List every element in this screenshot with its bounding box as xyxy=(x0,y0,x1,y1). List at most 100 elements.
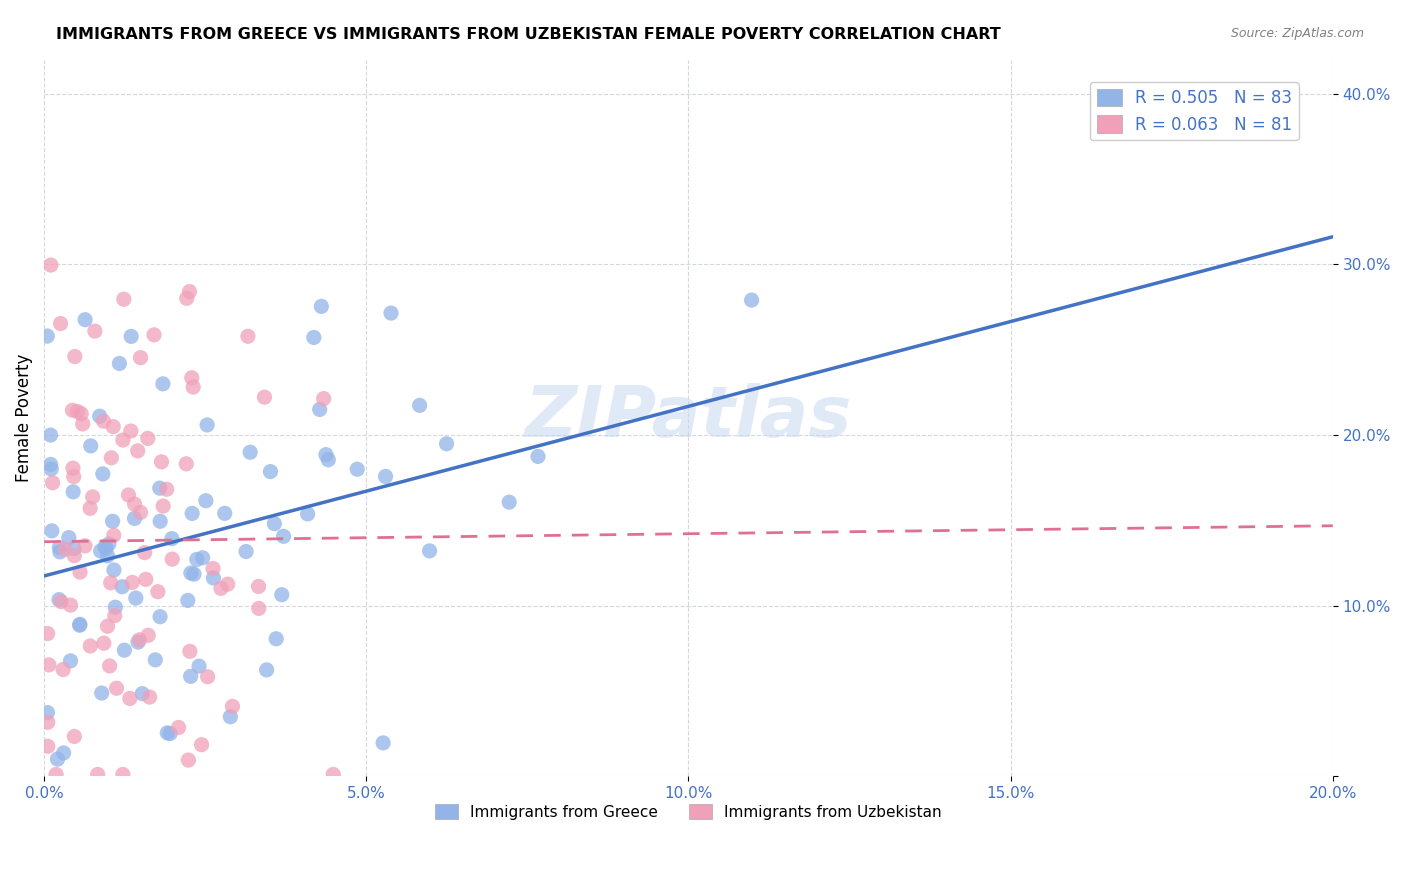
Point xyxy=(152,376,174,391)
Point xyxy=(219,710,242,724)
Point xyxy=(39,428,62,442)
Point xyxy=(62,461,84,475)
Point xyxy=(131,687,153,701)
Point xyxy=(312,392,335,406)
Point xyxy=(70,407,93,421)
Point xyxy=(62,403,84,417)
Point xyxy=(39,258,62,272)
Point xyxy=(63,549,86,563)
Point xyxy=(49,317,72,331)
Point xyxy=(181,507,204,521)
Point xyxy=(79,639,101,653)
Point xyxy=(143,327,166,342)
Point xyxy=(741,293,763,307)
Point xyxy=(143,653,166,667)
Point xyxy=(214,507,236,521)
Point xyxy=(37,626,59,640)
Point xyxy=(111,767,134,781)
Point xyxy=(150,455,173,469)
Text: Source: ZipAtlas.com: Source: ZipAtlas.com xyxy=(1230,27,1364,40)
Point xyxy=(93,414,115,428)
Point xyxy=(190,738,212,752)
Point xyxy=(38,657,60,672)
Point xyxy=(135,572,157,586)
Point xyxy=(177,753,200,767)
Point xyxy=(263,516,285,531)
Point xyxy=(86,767,108,781)
Point xyxy=(41,475,63,490)
Point xyxy=(180,669,202,683)
Point xyxy=(37,706,59,720)
Point xyxy=(73,539,96,553)
Point xyxy=(96,549,118,563)
Point xyxy=(264,632,287,646)
Point xyxy=(118,691,141,706)
Point xyxy=(96,619,118,633)
Point xyxy=(120,329,142,343)
Point xyxy=(167,721,190,735)
Point xyxy=(37,715,59,730)
Point xyxy=(112,292,135,306)
Point xyxy=(197,670,219,684)
Point xyxy=(149,514,172,528)
Point xyxy=(69,618,91,632)
Point xyxy=(59,598,82,612)
Point xyxy=(124,511,146,525)
Point xyxy=(121,575,143,590)
Point xyxy=(111,580,134,594)
Point xyxy=(209,582,232,596)
Point xyxy=(436,437,458,451)
Point xyxy=(156,482,179,496)
Point xyxy=(195,417,218,432)
Point xyxy=(125,591,148,605)
Point xyxy=(48,541,70,555)
Point xyxy=(315,448,337,462)
Point xyxy=(103,563,125,577)
Point xyxy=(48,592,70,607)
Point xyxy=(58,531,80,545)
Point xyxy=(80,439,103,453)
Point xyxy=(221,699,243,714)
Point xyxy=(90,544,112,558)
Point xyxy=(146,584,169,599)
Point xyxy=(120,424,142,438)
Point xyxy=(273,529,295,543)
Point xyxy=(127,443,149,458)
Point xyxy=(82,490,104,504)
Point xyxy=(217,577,239,591)
Point xyxy=(371,736,394,750)
Point xyxy=(69,565,91,579)
Point xyxy=(202,561,225,575)
Point xyxy=(183,567,205,582)
Point xyxy=(98,659,121,673)
Point xyxy=(239,445,262,459)
Text: ZIPatlas: ZIPatlas xyxy=(524,384,852,452)
Point xyxy=(63,541,86,556)
Point xyxy=(179,644,201,658)
Point xyxy=(527,450,550,464)
Point xyxy=(253,390,276,404)
Point xyxy=(149,609,172,624)
Point xyxy=(97,537,120,551)
Point xyxy=(105,681,128,696)
Point xyxy=(256,663,278,677)
Point xyxy=(498,495,520,509)
Point xyxy=(177,593,200,607)
Point xyxy=(127,635,149,649)
Point xyxy=(302,330,325,344)
Text: IMMIGRANTS FROM GREECE VS IMMIGRANTS FROM UZBEKISTAN FEMALE POVERTY CORRELATION : IMMIGRANTS FROM GREECE VS IMMIGRANTS FRO… xyxy=(56,27,1001,42)
Point xyxy=(129,351,152,365)
Point xyxy=(316,452,339,467)
Point xyxy=(308,402,330,417)
Point xyxy=(194,493,217,508)
Point xyxy=(83,324,105,338)
Point xyxy=(37,739,59,754)
Point xyxy=(52,746,75,760)
Point xyxy=(111,433,134,447)
Point xyxy=(419,544,441,558)
Point xyxy=(72,417,94,431)
Point xyxy=(63,350,86,364)
Point xyxy=(101,514,124,528)
Point xyxy=(89,409,111,424)
Point xyxy=(247,601,270,615)
